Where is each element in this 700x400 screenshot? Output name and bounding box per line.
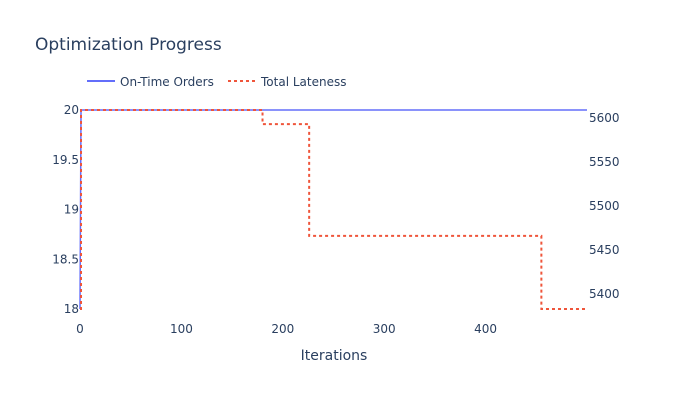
- series-line-total-lateness: [80, 109, 587, 310]
- y2-tick-label: 5400: [589, 287, 620, 301]
- x-tick-label: 400: [474, 322, 497, 336]
- x-tick-label: 0: [76, 322, 84, 336]
- x-tick-label: 100: [170, 322, 193, 336]
- y2-tick-label: 5550: [589, 155, 620, 169]
- series-line-on-time-orders: [79, 109, 587, 310]
- x-tick-label: 200: [271, 322, 294, 336]
- y2-tick-label: 5600: [589, 111, 620, 125]
- y-axis-left-ticks: 18 18.5 19 19.5 20: [52, 103, 79, 316]
- x-tick-label: 300: [373, 322, 396, 336]
- x-axis-ticks: 0 100 200 300 400: [76, 322, 497, 336]
- y2-tick-label: 5500: [589, 199, 620, 213]
- legend: On-Time Orders Total Lateness: [87, 75, 346, 89]
- legend-label: Total Lateness: [260, 75, 346, 89]
- y-tick-label: 18: [64, 302, 79, 316]
- y2-tick-label: 5450: [589, 243, 620, 257]
- chart-title: Optimization Progress: [35, 35, 222, 55]
- x-axis-title: Iterations: [301, 348, 368, 364]
- legend-label: On-Time Orders: [120, 75, 214, 89]
- y-tick-label: 19: [64, 203, 79, 217]
- y-tick-label: 18.5: [52, 252, 79, 266]
- plot-series: [79, 109, 587, 310]
- y-axis-right-ticks: 5400 5450 5500 5550 5600: [589, 111, 620, 301]
- y-tick-label: 20: [64, 103, 79, 117]
- y-tick-label: 19.5: [52, 153, 79, 167]
